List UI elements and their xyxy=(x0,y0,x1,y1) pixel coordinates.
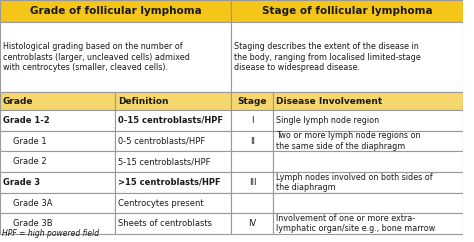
Text: HPF = high powered field: HPF = high powered field xyxy=(2,229,99,238)
Bar xyxy=(273,193,463,213)
Text: II: II xyxy=(250,136,255,145)
Bar xyxy=(231,193,273,213)
Bar xyxy=(273,131,463,151)
Text: Stage of follicular lymphoma: Stage of follicular lymphoma xyxy=(262,6,432,16)
Bar xyxy=(0,0,231,22)
Bar xyxy=(115,213,231,234)
Text: Lymph nodes involved on both sides of
the diaphragm: Lymph nodes involved on both sides of th… xyxy=(276,173,433,192)
Text: Grade 3: Grade 3 xyxy=(3,178,40,187)
Bar xyxy=(273,92,463,110)
Text: Disease Involvement: Disease Involvement xyxy=(276,97,383,106)
Text: Grade of follicular lymphoma: Grade of follicular lymphoma xyxy=(30,6,201,16)
Bar xyxy=(115,193,231,213)
Bar xyxy=(115,110,231,131)
Text: 0-15 centroblasts/HPF: 0-15 centroblasts/HPF xyxy=(118,116,223,125)
Bar xyxy=(231,151,273,172)
Bar xyxy=(231,131,273,151)
Text: Grade 2: Grade 2 xyxy=(13,157,46,166)
Bar xyxy=(0,92,115,110)
Text: 0-5 centroblasts/HPF: 0-5 centroblasts/HPF xyxy=(118,136,205,145)
Text: Histological grading based on the number of
centroblasts (larger, uncleaved cell: Histological grading based on the number… xyxy=(3,42,190,72)
Bar xyxy=(0,131,115,151)
Bar xyxy=(231,110,273,131)
Bar xyxy=(115,92,231,110)
Bar xyxy=(0,22,231,92)
Text: Centrocytes present: Centrocytes present xyxy=(118,198,204,207)
Text: Involvement of one or more extra-
lymphatic organ/site e.g., bone marrow: Involvement of one or more extra- lympha… xyxy=(276,214,436,233)
Text: >15 centroblasts/HPF: >15 centroblasts/HPF xyxy=(118,178,221,187)
Bar xyxy=(0,151,115,172)
Bar xyxy=(115,131,231,151)
Text: Grade 3B: Grade 3B xyxy=(13,219,52,228)
Bar xyxy=(0,172,115,193)
Text: Grade 3A: Grade 3A xyxy=(13,198,52,207)
Bar xyxy=(0,110,115,131)
Bar xyxy=(273,110,463,131)
Bar xyxy=(231,213,273,234)
Bar xyxy=(231,22,463,92)
Bar xyxy=(231,0,463,22)
Text: Grade: Grade xyxy=(3,97,34,106)
Text: Staging describes the extent of the disease in
the body, ranging from localised : Staging describes the extent of the dise… xyxy=(234,42,421,72)
Bar xyxy=(273,172,463,193)
Text: III: III xyxy=(249,178,256,187)
Text: Sheets of centroblasts: Sheets of centroblasts xyxy=(118,219,212,228)
Bar xyxy=(115,151,231,172)
Text: IV: IV xyxy=(248,219,256,228)
Text: Stage: Stage xyxy=(237,97,267,106)
Text: Single lymph node region: Single lymph node region xyxy=(276,116,379,125)
Bar xyxy=(231,172,273,193)
Text: Grade 1: Grade 1 xyxy=(13,136,46,145)
Bar xyxy=(231,92,273,110)
Bar xyxy=(0,213,115,234)
Text: 5-15 centroblasts/HPF: 5-15 centroblasts/HPF xyxy=(118,157,210,166)
Text: Two or more lymph node regions on
the same side of the diaphragm: Two or more lymph node regions on the sa… xyxy=(276,131,421,151)
Bar xyxy=(115,172,231,193)
Text: Grade 1-2: Grade 1-2 xyxy=(3,116,50,125)
Bar xyxy=(273,151,463,172)
Bar xyxy=(0,193,115,213)
Bar xyxy=(273,213,463,234)
Text: I: I xyxy=(251,116,254,125)
Text: Definition: Definition xyxy=(118,97,169,106)
